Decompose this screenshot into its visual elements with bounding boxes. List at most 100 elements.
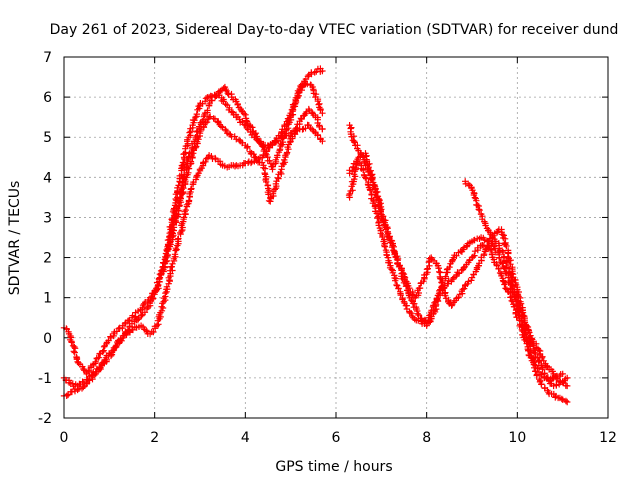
data-point — [465, 278, 472, 285]
data-point — [235, 136, 243, 144]
data-point — [455, 294, 462, 301]
data-point — [377, 208, 384, 216]
data-point — [543, 362, 550, 370]
data-point — [446, 263, 453, 271]
data-point — [107, 333, 114, 340]
y-tick-label: -1 — [38, 371, 52, 387]
data-point — [204, 107, 211, 114]
data-point — [415, 317, 422, 324]
data-point — [406, 284, 413, 292]
data-point — [178, 228, 185, 235]
data-point — [294, 93, 301, 101]
data-point — [555, 377, 563, 385]
data-point — [506, 270, 513, 277]
data-point — [292, 98, 300, 106]
data-point — [118, 337, 125, 344]
data-point — [216, 158, 224, 165]
x-tick-label: 4 — [241, 430, 250, 446]
data-point — [179, 159, 187, 166]
data-point — [512, 293, 520, 301]
data-point — [526, 329, 533, 336]
data-point — [559, 370, 566, 378]
data-point — [471, 194, 479, 201]
data-point — [367, 187, 374, 194]
x-tick-label: 2 — [150, 430, 159, 446]
data-point — [224, 90, 231, 97]
data-point — [169, 260, 176, 267]
data-point — [159, 300, 166, 307]
x-tick-label: 12 — [599, 430, 617, 446]
data-point — [499, 248, 507, 256]
data-point — [305, 122, 312, 129]
data-point — [521, 319, 529, 326]
grid — [64, 57, 608, 418]
data-markers — [60, 65, 571, 406]
data-point — [162, 258, 170, 265]
data-point — [363, 175, 370, 182]
data-point — [399, 269, 406, 277]
data-point — [392, 277, 399, 284]
y-tick-label: 0 — [43, 331, 52, 347]
data-point — [502, 241, 509, 248]
data-point — [482, 222, 489, 229]
data-point — [281, 156, 288, 164]
x-tick-label: 8 — [422, 430, 431, 446]
data-point — [437, 275, 444, 283]
data-point — [440, 285, 447, 292]
data-point — [520, 313, 527, 320]
data-point — [162, 289, 169, 297]
data-point — [476, 206, 483, 214]
data-point — [311, 69, 318, 76]
chart-title: Day 261 of 2023, Sidereal Day-to-day VTE… — [50, 22, 619, 38]
data-point — [384, 228, 391, 235]
data-point — [314, 132, 321, 139]
data-point — [518, 317, 526, 325]
data-point — [381, 222, 388, 230]
series-track-1 — [60, 65, 326, 390]
data-point — [174, 197, 181, 205]
plot-frame — [63, 56, 609, 419]
data-point — [426, 312, 433, 319]
data-point — [468, 277, 475, 284]
data-point — [539, 366, 546, 373]
data-point — [71, 349, 78, 356]
data-point — [192, 114, 199, 121]
data-point — [267, 141, 275, 148]
data-point — [535, 347, 543, 354]
data-point — [182, 206, 189, 214]
y-tick-label: 2 — [43, 251, 52, 267]
data-point — [523, 322, 530, 329]
data-point — [141, 309, 149, 316]
data-point — [68, 339, 75, 346]
data-point — [468, 184, 475, 191]
x-tick-label: 10 — [508, 430, 526, 446]
data-point — [179, 178, 186, 186]
data-point — [460, 285, 468, 292]
data-point — [538, 381, 545, 388]
data-point — [559, 378, 566, 386]
data-point — [192, 134, 199, 141]
data-point — [283, 149, 291, 156]
data-point — [507, 274, 515, 281]
data-point — [249, 124, 256, 131]
data-point — [208, 97, 216, 104]
data-point — [304, 80, 311, 88]
data-point — [173, 246, 180, 253]
data-point — [388, 266, 395, 273]
data-point — [199, 118, 206, 125]
data-point — [414, 310, 421, 317]
data-point — [188, 149, 195, 156]
data-point — [511, 303, 518, 310]
data-point — [202, 95, 210, 102]
data-point — [80, 365, 87, 373]
data-point — [319, 126, 326, 133]
data-point — [217, 123, 225, 130]
data-point — [428, 307, 435, 314]
data-point — [146, 294, 154, 301]
y-tick-label: 6 — [43, 90, 52, 106]
data-point — [423, 266, 431, 273]
data-point — [99, 348, 106, 356]
data-point — [415, 311, 422, 319]
